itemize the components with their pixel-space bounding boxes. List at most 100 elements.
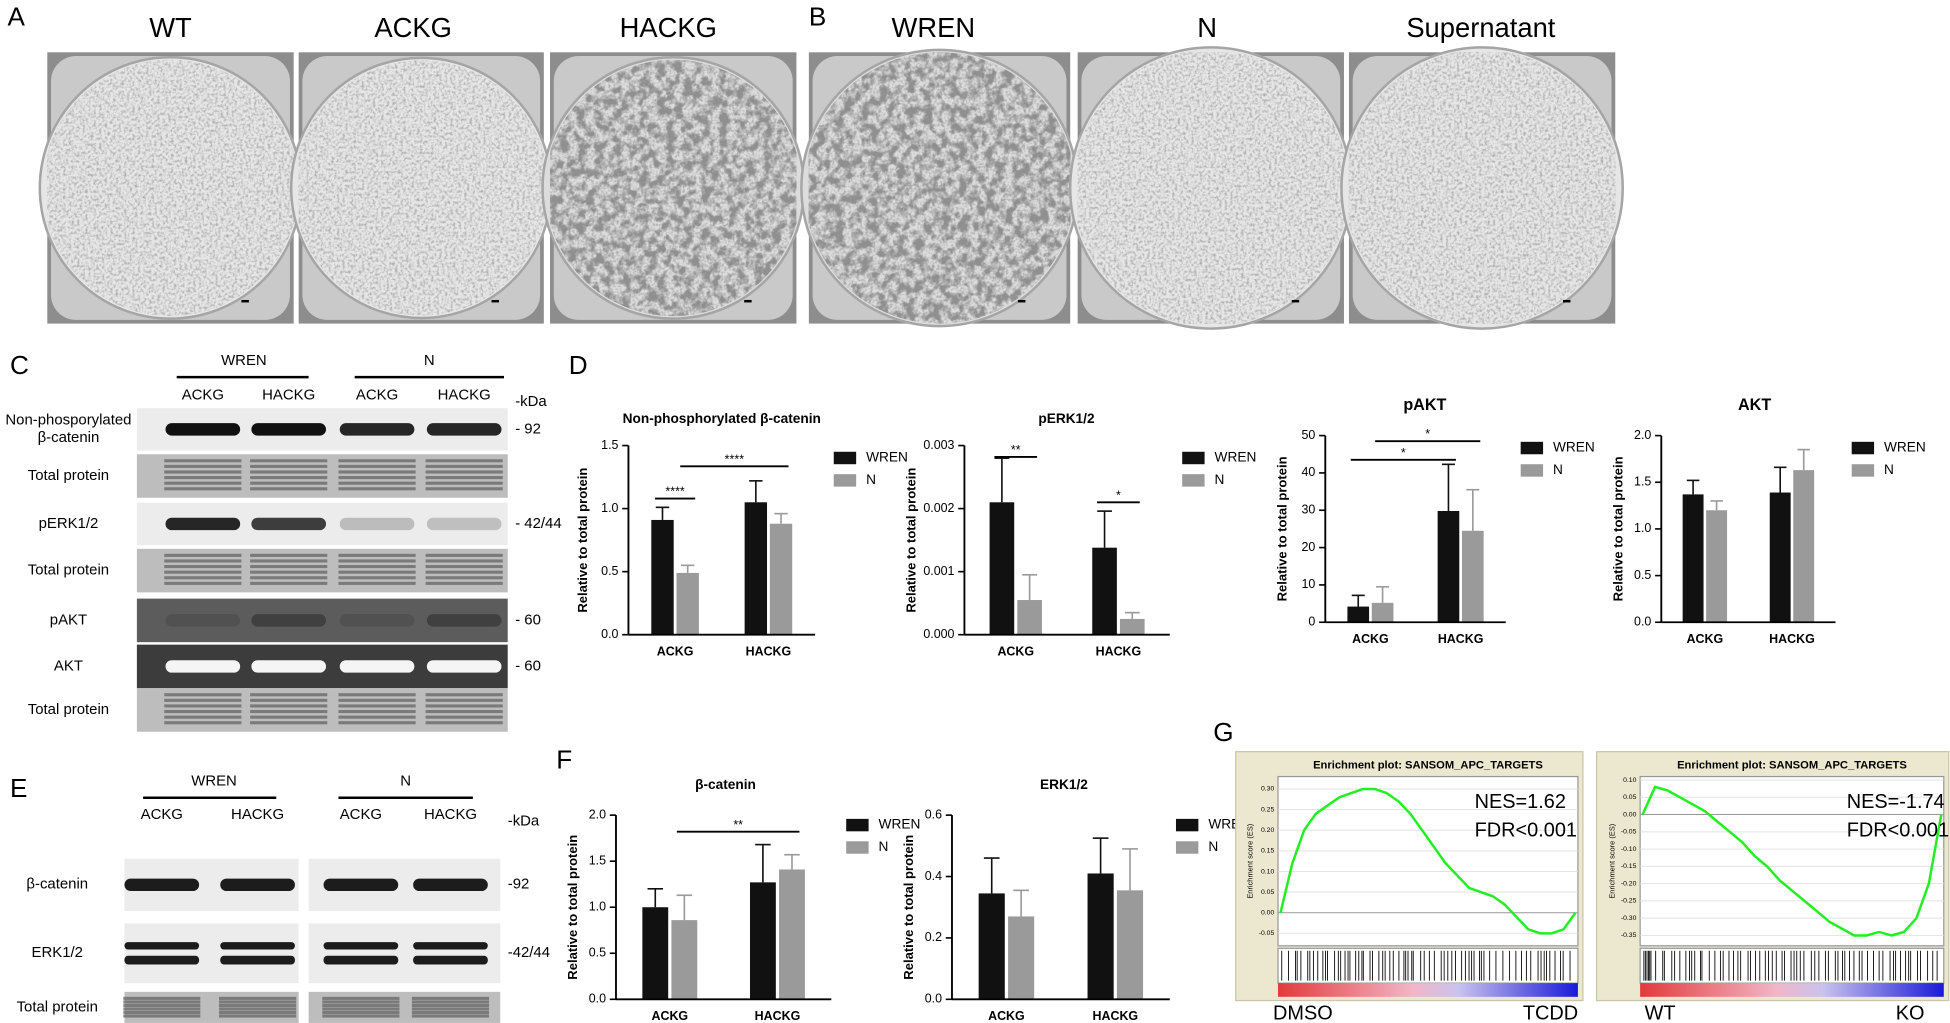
- bar: [779, 869, 805, 1000]
- error-bar: [1797, 448, 1810, 471]
- y-tick-label: -0.30: [1621, 915, 1637, 922]
- protein-stripe: [322, 1010, 400, 1015]
- error-bar: [1466, 488, 1480, 531]
- bar: [744, 502, 768, 635]
- bar: [989, 502, 1015, 635]
- row-label: β-catenin: [38, 429, 100, 446]
- protein-stripe: [250, 576, 328, 580]
- protein-stripe: [250, 565, 328, 569]
- x-tick-label: ACKG: [657, 644, 694, 658]
- row-label: Total protein: [17, 998, 98, 1015]
- protein-stripe: [164, 487, 242, 491]
- image-title: HACKG: [620, 12, 717, 43]
- lane-label: HACKG: [424, 806, 477, 823]
- protein-stripe: [338, 570, 416, 574]
- protein-stripe: [425, 576, 503, 580]
- enrichment-curve: [1641, 785, 1943, 937]
- significance-label: ****: [725, 452, 745, 466]
- legend-swatch: [1182, 451, 1205, 465]
- band: [124, 878, 200, 892]
- significance-label: ****: [665, 485, 685, 499]
- y-tick-label: 0.0: [1634, 615, 1651, 629]
- band: [124, 955, 200, 965]
- protein-stripe: [164, 481, 242, 485]
- bar: [1087, 873, 1114, 1000]
- micrograph: [38, 52, 303, 324]
- kda-label: -kDa: [508, 812, 540, 829]
- hits-area: [1277, 947, 1579, 984]
- blot-gap: [298, 922, 309, 985]
- error-bar: [1124, 611, 1140, 619]
- error-bar: [755, 843, 771, 883]
- y-axis-label: Enrichment score (ES): [1608, 823, 1617, 898]
- legend-label: N: [866, 472, 876, 487]
- group-label: WREN: [221, 352, 267, 369]
- band: [426, 660, 502, 673]
- y-tick-label: 50: [1302, 428, 1316, 442]
- protein-stripe: [425, 476, 503, 480]
- bar: [1116, 890, 1144, 1000]
- chart-title: Enrichment plot: SANSOM_APC_TARGETS: [1677, 759, 1907, 771]
- enrichment-curve: [1279, 787, 1577, 935]
- protein-stripe: [338, 576, 416, 580]
- phenotype-label: KO: [1896, 1003, 1925, 1023]
- protein-stripe: [164, 565, 242, 569]
- protein-stripe: [411, 1007, 490, 1011]
- legend-swatch: [1175, 841, 1199, 854]
- bar: [769, 523, 793, 635]
- row-label: ERK1/2: [32, 944, 83, 961]
- micrograph: [800, 48, 1079, 328]
- blot-row: [136, 688, 508, 732]
- lane-label: ACKG: [182, 387, 224, 404]
- bar: [642, 907, 669, 1000]
- protein-stripe: [425, 481, 503, 485]
- micrograph: [541, 52, 806, 324]
- bar: [1119, 618, 1145, 635]
- band: [323, 942, 399, 950]
- protein-stripe: [338, 559, 416, 563]
- x-tick-label: HACKG: [746, 644, 792, 658]
- protein-stripe: [164, 476, 242, 480]
- legend-label: WREN: [1884, 440, 1926, 455]
- protein-stripe: [338, 565, 416, 569]
- y-tick-label: 0.2: [925, 930, 942, 944]
- band: [339, 423, 415, 436]
- protein-stripe: [338, 487, 416, 491]
- protein-stripe: [123, 1010, 201, 1015]
- protein-stripe: [338, 553, 416, 557]
- size-label: - 92: [515, 420, 541, 437]
- panel-label: E: [10, 773, 27, 803]
- bar: [676, 572, 699, 635]
- protein-stripe: [425, 553, 503, 557]
- protein-stripe: [164, 559, 242, 563]
- row-label: Total protein: [28, 467, 109, 484]
- y-tick-label: 30: [1302, 503, 1316, 517]
- protein-stripe: [338, 470, 416, 474]
- error-bar: [1773, 466, 1787, 493]
- bar: [671, 920, 698, 1000]
- y-axis-label: Relative to total protein: [575, 468, 590, 613]
- group-label: WREN: [191, 772, 237, 789]
- band: [251, 660, 327, 673]
- legend-label: WREN: [879, 817, 921, 832]
- blot-bg: [124, 923, 501, 984]
- protein-stripe: [338, 476, 416, 480]
- protein-stripe: [250, 570, 328, 574]
- x-tick-label: ACKG: [1352, 632, 1389, 646]
- x-tick-label: HACKG: [1438, 632, 1484, 646]
- lane-label: HACKG: [438, 387, 491, 404]
- y-axis-label: Relative to total protein: [565, 835, 580, 980]
- y-axis-label: Enrichment score (ES): [1246, 823, 1255, 898]
- y-tick-label: 0.00: [1261, 910, 1274, 917]
- error-bar: [983, 857, 1000, 894]
- x-tick-label: HACKG: [1093, 1009, 1139, 1023]
- protein-stripe: [250, 559, 328, 563]
- y-tick-label: 0.30: [1261, 786, 1274, 793]
- bar: [1769, 492, 1791, 623]
- protein-stripe: [411, 996, 490, 1000]
- lane-label: ACKG: [340, 806, 382, 823]
- y-tick-label: 0.002: [923, 501, 954, 515]
- protein-stripe: [164, 698, 242, 702]
- bar: [1682, 494, 1704, 623]
- protein-stripe: [219, 1014, 297, 1018]
